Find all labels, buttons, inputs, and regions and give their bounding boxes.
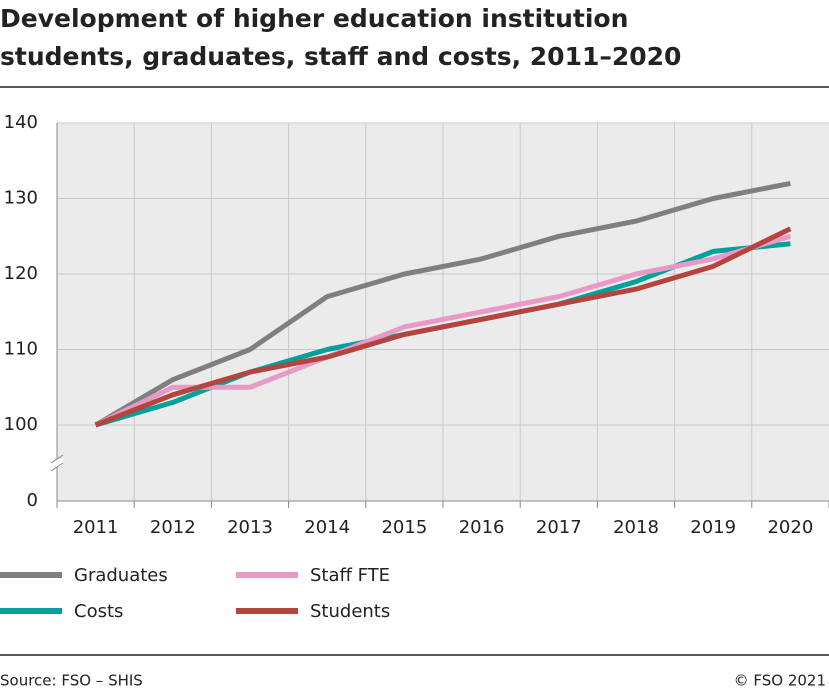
x-tick-label: 2016 <box>459 517 505 538</box>
y-tick-label: 110 <box>4 339 38 360</box>
x-tick-label: 2020 <box>767 517 813 538</box>
legend-label: Costs <box>74 601 123 622</box>
axis-break <box>50 454 64 464</box>
series-line <box>94 226 792 428</box>
y-tick-label: 140 <box>4 112 38 133</box>
chart-title: students, graduates, staff and costs, 20… <box>0 42 681 71</box>
y-tick-label: 130 <box>4 188 38 209</box>
x-tick-label: 2011 <box>73 517 119 538</box>
legend-label: Staff FTE <box>310 565 390 586</box>
x-tick-label: 2015 <box>381 517 427 538</box>
x-tick-label: 2018 <box>613 517 659 538</box>
x-tick-label: 2013 <box>227 517 273 538</box>
x-tick-label: 2017 <box>536 517 582 538</box>
axis-break <box>50 462 64 472</box>
x-tick-label: 2012 <box>150 517 196 538</box>
x-tick-label: 2019 <box>690 517 736 538</box>
y-tick-label: 100 <box>4 414 38 435</box>
axis-break-gap <box>51 459 63 467</box>
x-tick-label: 2014 <box>304 517 350 538</box>
y-tick-label: 120 <box>4 263 38 284</box>
credit: © FSO 2021 <box>734 672 826 690</box>
source: Source: FSO – SHIS <box>0 672 143 690</box>
legend-label: Students <box>310 601 390 622</box>
y-tick-label: 0 <box>27 490 38 511</box>
series-line <box>94 233 792 428</box>
legend-label: Graduates <box>74 565 168 586</box>
chart-title: Development of higher education institut… <box>0 4 628 33</box>
series-line <box>94 180 791 428</box>
